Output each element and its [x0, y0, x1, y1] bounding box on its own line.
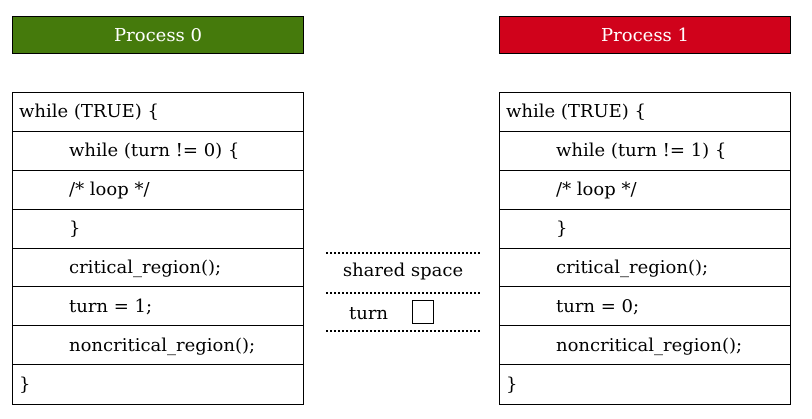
- process-1-code-line: while (turn != 1) {: [500, 132, 790, 171]
- process-1-code-line: }: [506, 374, 518, 396]
- process-0-code-table: while (TRUE) {while (turn != 0) {/* loop…: [12, 92, 304, 406]
- shared-space: shared space turn: [326, 252, 480, 332]
- process-0-code-line: while (TRUE) {: [13, 93, 303, 132]
- process-0-code-line: critical_region();: [13, 249, 303, 288]
- process-1-code-line: critical_region();: [500, 249, 790, 288]
- process-0-code-line: turn = 1;: [13, 287, 303, 327]
- shared-space-top-border: [326, 252, 480, 254]
- process-1-code-line: noncritical_region();: [500, 326, 790, 366]
- shared-space-divider: [326, 292, 480, 294]
- process-0-code-line: noncritical_region();: [13, 326, 303, 366]
- process-0-header: Process 0: [12, 16, 304, 54]
- shared-space-bottom-border: [326, 330, 480, 332]
- turn-variable-box: [412, 300, 434, 324]
- process-1-code-line: }: [500, 210, 790, 249]
- process-1-code-table: while (TRUE) {while (turn != 1) {/* loop…: [499, 92, 791, 406]
- process-0-code-line: while (turn != 0) {: [13, 132, 303, 171]
- process-0-title: Process 0: [114, 24, 202, 46]
- process-1-title: Process 1: [601, 24, 689, 46]
- process-0-code-line: }: [13, 210, 303, 249]
- process-0-code-line: }: [19, 374, 31, 396]
- shared-space-label: shared space: [342, 260, 464, 281]
- turn-variable-label: turn: [349, 303, 389, 324]
- process-1-code-line: turn = 0;: [500, 287, 790, 327]
- process-1-code-line: while (TRUE) {: [500, 93, 790, 132]
- process-0-code-line: /* loop */: [13, 171, 303, 210]
- process-1-code-line: /* loop */: [500, 171, 790, 210]
- process-1-header: Process 1: [499, 16, 791, 54]
